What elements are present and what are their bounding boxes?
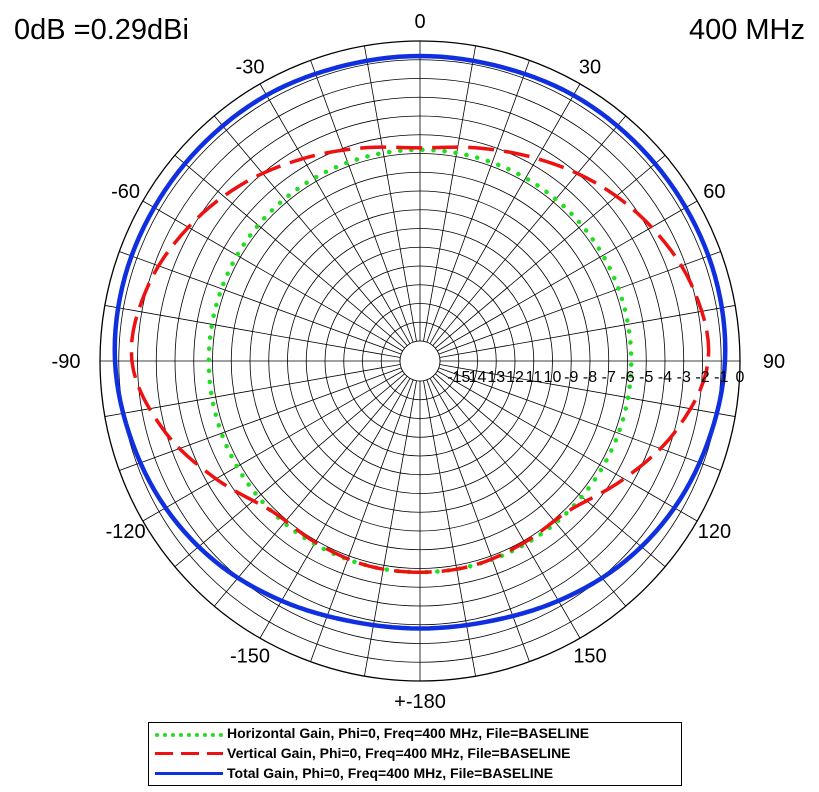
radial-tick-label: -5 <box>639 369 653 386</box>
grid-spoke <box>429 83 581 344</box>
grid-spoke <box>435 155 666 349</box>
grid-spoke <box>310 60 414 343</box>
grid-spoke <box>432 376 626 607</box>
grid-spoke <box>119 367 402 471</box>
grid-spoke <box>104 305 401 358</box>
legend-label-vertical: Vertical Gain, Phi=0, Freq=400 MHz, File… <box>227 745 571 761</box>
legend-swatch-horizontal <box>155 733 223 737</box>
frequency-label: 400 MHz <box>688 14 805 46</box>
grid-spoke <box>438 251 721 355</box>
grid-spoke <box>426 379 530 662</box>
axis-labels: 0306090120150+-180-150-120-90-60-30-1514… <box>52 11 786 713</box>
grid-spoke <box>214 376 408 607</box>
radial-tick-label: -8 <box>583 369 597 386</box>
radial-tick-label: -6 <box>620 369 634 386</box>
radial-tick-label: -4 <box>658 369 672 386</box>
grid-spoke <box>435 373 666 567</box>
radial-tick-label: 13 <box>487 369 505 386</box>
angle-tick-label: -150 <box>230 645 270 667</box>
grid-spoke <box>439 364 736 417</box>
horizontal-gain-line <box>206 147 634 575</box>
radial-tick-label: -9 <box>564 369 578 386</box>
angle-tick-label: +-180 <box>394 691 446 713</box>
grid-spoke <box>174 373 405 567</box>
grid-spoke <box>214 115 408 346</box>
legend-swatch-vertical <box>155 752 223 755</box>
radial-tick-label: -15 <box>447 369 470 386</box>
grid-spoke <box>438 367 721 471</box>
grid-spoke <box>432 115 626 346</box>
radial-tick-label: -2 <box>695 369 709 386</box>
angle-tick-label: -60 <box>111 181 140 203</box>
angle-tick-label: -30 <box>236 57 265 79</box>
angle-tick-label: -120 <box>106 521 146 543</box>
legend-item-vertical: Vertical Gain, Phi=0, Freq=400 MHz, File… <box>149 744 681 764</box>
radial-tick-label: 12 <box>506 369 524 386</box>
legend-label-horizontal: Horizontal Gain, Phi=0, Freq=400 MHz, Fi… <box>227 725 590 741</box>
grid-spoke <box>437 200 698 352</box>
grid-spoke <box>104 364 401 417</box>
radial-tick-label: 14 <box>469 369 487 386</box>
legend: Horizontal Gain, Phi=0, Freq=400 MHz, Fi… <box>148 722 682 786</box>
reference-level-label: 0dB =0.29dBi <box>14 14 189 46</box>
legend-swatch-total <box>155 772 223 775</box>
center-hub <box>399 340 441 382</box>
grid-spoke <box>423 45 476 342</box>
radial-tick-label: -1 <box>714 369 728 386</box>
total-gain-line <box>112 53 728 631</box>
angle-tick-label: 0 <box>414 11 425 33</box>
angle-tick-label: 150 <box>573 645 606 667</box>
grid-spoke <box>259 83 411 344</box>
polar-chart: 0306090120150+-180-150-120-90-60-30-1514… <box>52 11 786 713</box>
grid-spoke <box>142 370 403 522</box>
legend-item-total: Total Gain, Phi=0, Freq=400 MHz, File=BA… <box>149 764 681 784</box>
vertical-gain-line <box>129 145 711 574</box>
grid-spoke <box>142 200 403 352</box>
grid-spoke <box>119 251 402 355</box>
radial-tick-label: -3 <box>677 369 691 386</box>
angle-tick-label: 60 <box>703 181 725 203</box>
radial-tick-label: 11 <box>525 369 542 386</box>
grid-spoke <box>174 155 405 349</box>
polar-grid <box>99 40 741 682</box>
angle-tick-label: 120 <box>698 521 731 543</box>
radial-tick-label: 10 <box>544 369 562 386</box>
grid-spoke <box>364 380 417 677</box>
grid-spoke <box>423 380 476 677</box>
radial-tick-label: 0 <box>736 369 745 386</box>
legend-item-horizontal: Horizontal Gain, Phi=0, Freq=400 MHz, Fi… <box>149 724 681 744</box>
grid-spoke <box>437 370 698 522</box>
grid-spoke <box>426 60 530 343</box>
angle-tick-label: -90 <box>52 351 81 373</box>
grid-spoke <box>310 379 414 662</box>
grid-spoke <box>429 378 581 639</box>
angle-tick-label: 90 <box>763 351 785 373</box>
radial-tick-label: -7 <box>602 369 616 386</box>
grid-spoke <box>364 45 417 342</box>
angle-tick-label: 30 <box>579 57 601 79</box>
series-layer <box>112 53 728 631</box>
grid-spoke <box>439 305 736 358</box>
grid-spoke <box>259 378 411 639</box>
legend-label-total: Total Gain, Phi=0, Freq=400 MHz, File=BA… <box>227 765 554 781</box>
